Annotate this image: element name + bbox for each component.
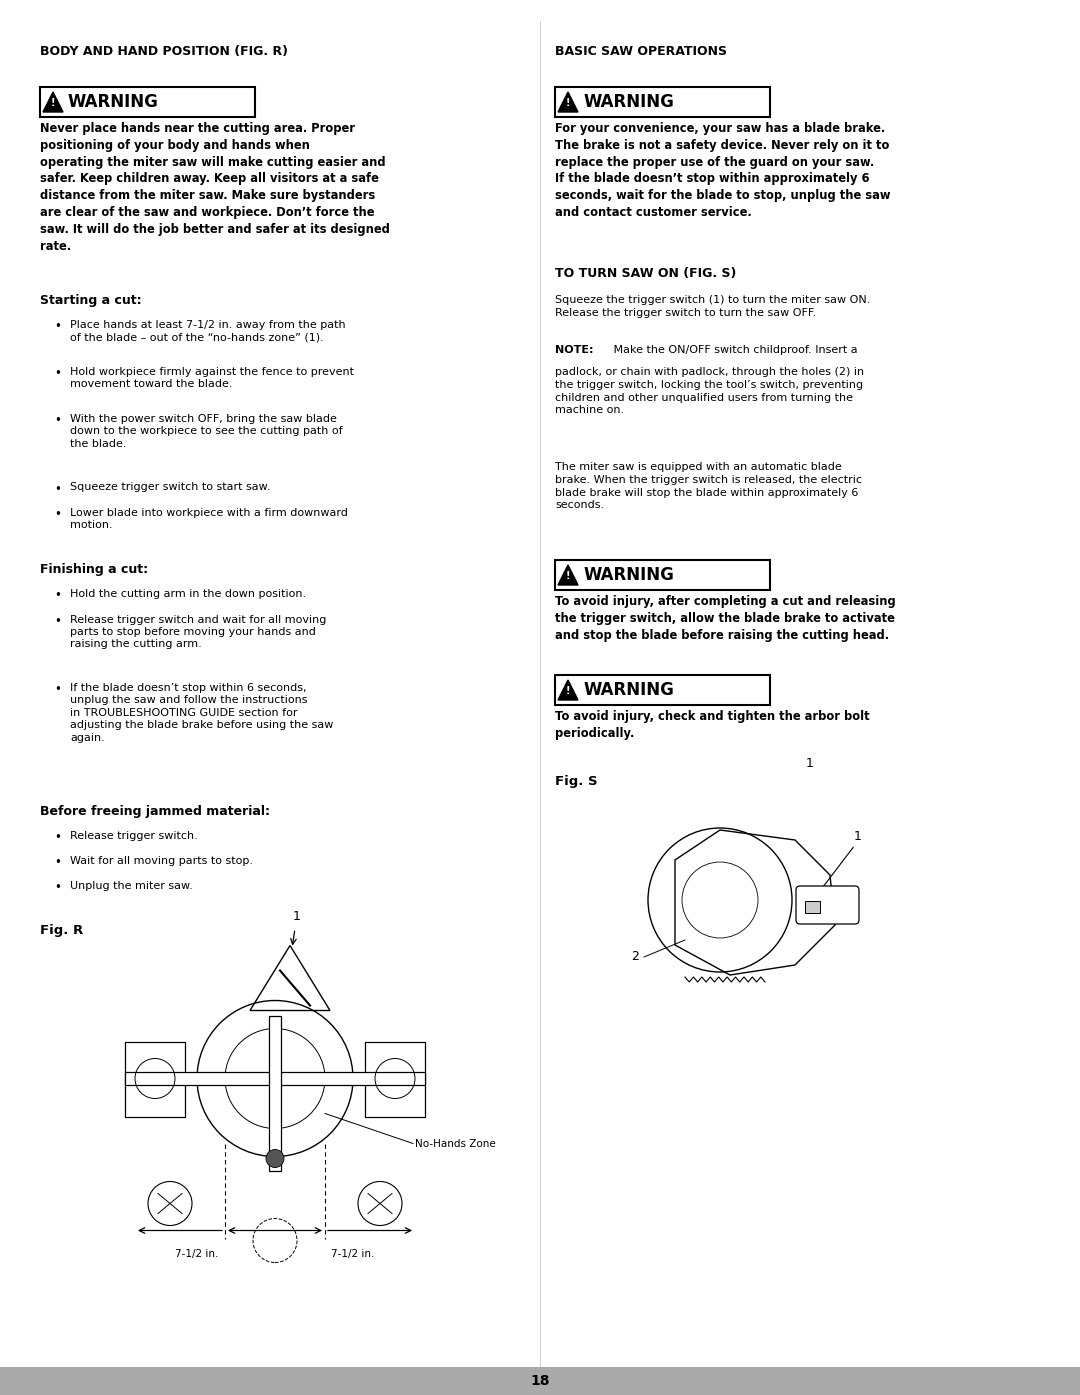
FancyBboxPatch shape [40, 86, 255, 117]
FancyBboxPatch shape [555, 559, 770, 590]
Text: Fig. S: Fig. S [555, 776, 597, 788]
Text: Squeeze the trigger switch (1) to turn the miter saw ON.
Release the trigger swi: Squeeze the trigger switch (1) to turn t… [555, 294, 870, 318]
Text: •: • [55, 483, 62, 495]
Text: padlock, or chain with padlock, through the holes (2) in
the trigger switch, loc: padlock, or chain with padlock, through … [555, 367, 864, 416]
Text: !: ! [566, 686, 570, 696]
Text: Unplug the miter saw.: Unplug the miter saw. [70, 880, 192, 890]
Text: Never place hands near the cutting area. Proper
positioning of your body and han: Never place hands near the cutting area.… [40, 121, 390, 252]
Circle shape [266, 1149, 284, 1168]
Text: •: • [55, 880, 62, 894]
Text: TO TURN SAW ON (FIG. S): TO TURN SAW ON (FIG. S) [555, 266, 737, 280]
Text: WARNING: WARNING [583, 93, 674, 112]
Text: •: • [55, 367, 62, 379]
Text: !: ! [51, 98, 55, 107]
Text: 1: 1 [806, 757, 814, 770]
Text: WARNING: WARNING [583, 681, 674, 699]
Text: Make the ON/OFF switch childproof. Insert a: Make the ON/OFF switch childproof. Inser… [610, 345, 858, 354]
Text: To avoid injury, after completing a cut and releasing
the trigger switch, allow : To avoid injury, after completing a cut … [555, 596, 895, 642]
Bar [125, 1071, 426, 1085]
Text: •: • [55, 830, 62, 844]
Polygon shape [558, 679, 578, 700]
Text: •: • [55, 414, 62, 427]
Text: •: • [55, 508, 62, 520]
Polygon shape [558, 92, 578, 112]
Text: With the power switch OFF, bring the saw blade
down to the workpiece to see the : With the power switch OFF, bring the saw… [70, 414, 342, 449]
FancyBboxPatch shape [555, 86, 770, 117]
Text: 2: 2 [631, 950, 639, 964]
Text: Hold workpiece firmly against the fence to prevent
movement toward the blade.: Hold workpiece firmly against the fence … [70, 367, 354, 389]
Bar [269, 1016, 281, 1170]
Text: BASIC SAW OPERATIONS: BASIC SAW OPERATIONS [555, 45, 727, 59]
Text: Wait for all moving parts to stop.: Wait for all moving parts to stop. [70, 855, 253, 865]
Bar [0, 1367, 1080, 1395]
Text: Release trigger switch and wait for all moving
parts to stop before moving your : Release trigger switch and wait for all … [70, 615, 326, 649]
Text: •: • [55, 615, 62, 628]
Text: NOTE:: NOTE: [555, 345, 594, 354]
Text: 7-1/2 in.: 7-1/2 in. [175, 1249, 218, 1258]
Text: Squeeze trigger switch to start saw.: Squeeze trigger switch to start saw. [70, 483, 270, 492]
Polygon shape [558, 565, 578, 585]
Text: No-Hands Zone: No-Hands Zone [415, 1138, 496, 1148]
Text: For your convenience, your saw has a blade brake.
The brake is not a safety devi: For your convenience, your saw has a bla… [555, 121, 891, 219]
Text: 1: 1 [293, 910, 301, 922]
Text: Starting a cut:: Starting a cut: [40, 294, 141, 307]
Text: Fig. R: Fig. R [40, 923, 83, 936]
FancyBboxPatch shape [796, 886, 859, 923]
Bar [365, 1042, 426, 1116]
Text: 1: 1 [854, 830, 862, 843]
Text: 18: 18 [530, 1374, 550, 1388]
Bar [125, 1042, 185, 1116]
Bar [805, 901, 820, 912]
Text: To avoid injury, check and tighten the arbor bolt
periodically.: To avoid injury, check and tighten the a… [555, 710, 869, 739]
Text: 7-1/2 in.: 7-1/2 in. [332, 1249, 375, 1258]
Text: Before freeing jammed material:: Before freeing jammed material: [40, 805, 270, 817]
Text: •: • [55, 684, 62, 696]
Text: If the blade doesn’t stop within 6 seconds,
unplug the saw and follow the instru: If the blade doesn’t stop within 6 secon… [70, 684, 334, 742]
FancyBboxPatch shape [555, 675, 770, 704]
Text: The miter saw is equipped with an automatic blade
brake. When the trigger switch: The miter saw is equipped with an automa… [555, 462, 862, 511]
Text: !: ! [566, 98, 570, 107]
Polygon shape [43, 92, 63, 112]
Text: Finishing a cut:: Finishing a cut: [40, 564, 148, 576]
Text: •: • [55, 589, 62, 603]
Text: •: • [55, 319, 62, 333]
Text: !: ! [566, 571, 570, 580]
Text: Hold the cutting arm in the down position.: Hold the cutting arm in the down positio… [70, 589, 306, 598]
Text: WARNING: WARNING [68, 93, 159, 112]
Text: Lower blade into workpiece with a firm downward
motion.: Lower blade into workpiece with a firm d… [70, 508, 348, 530]
Text: Place hands at least 7-1/2 in. away from the path
of the blade – out of the “no-: Place hands at least 7-1/2 in. away from… [70, 319, 346, 342]
Text: •: • [55, 855, 62, 869]
Text: Release trigger switch.: Release trigger switch. [70, 830, 198, 841]
Text: WARNING: WARNING [583, 566, 674, 585]
Text: BODY AND HAND POSITION (FIG. R): BODY AND HAND POSITION (FIG. R) [40, 45, 288, 59]
